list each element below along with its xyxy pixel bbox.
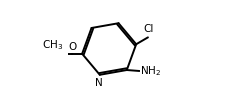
Text: N: N	[95, 78, 103, 88]
Text: Cl: Cl	[144, 24, 154, 34]
Text: NH$_2$: NH$_2$	[140, 64, 161, 78]
Text: CH$_3$: CH$_3$	[42, 38, 63, 52]
Text: O: O	[68, 42, 77, 52]
